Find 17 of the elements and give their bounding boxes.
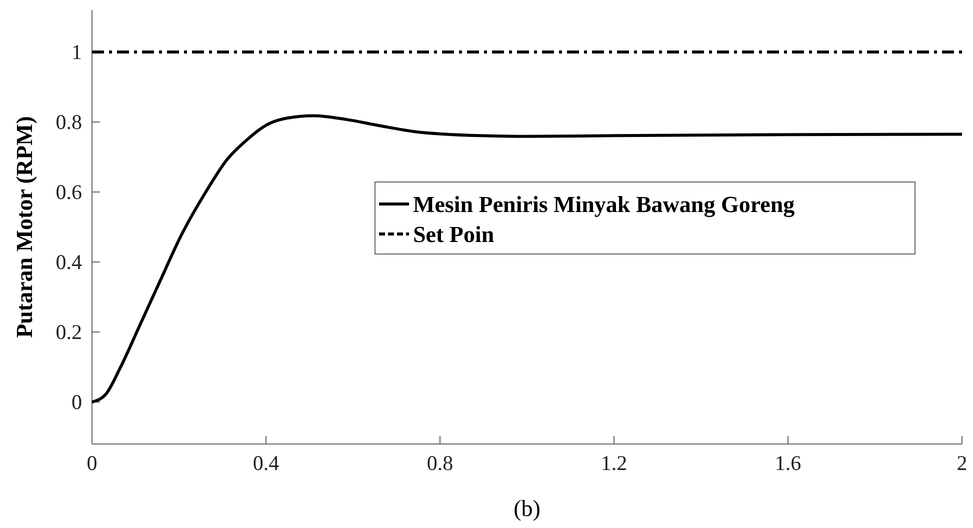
legend-label: Set Poin bbox=[413, 222, 494, 247]
line-series bbox=[90, 114, 964, 404]
legend-label: Mesin Peniris Minyak Bawang Goreng bbox=[413, 192, 796, 218]
x-tick-label: 0.8 bbox=[426, 451, 454, 475]
x-tick-label: 0.4 bbox=[252, 451, 280, 475]
y-tick-label: 1 bbox=[72, 40, 82, 64]
y-tick-label: 0.2 bbox=[56, 320, 82, 344]
x-tick-label: 0 bbox=[86, 451, 98, 475]
x-tick-label: 2 bbox=[956, 451, 968, 475]
y-tick-label: 0.6 bbox=[56, 180, 82, 204]
y-tick-label: 0.4 bbox=[56, 250, 82, 274]
y-tick-label: 0 bbox=[72, 390, 82, 414]
x-tick-label: 1.6 bbox=[774, 451, 802, 475]
text: (b) bbox=[514, 496, 540, 521]
y-tick-label: 0.8 bbox=[56, 110, 82, 134]
y-axis-title: Putaran Motor (RPM) bbox=[12, 116, 37, 338]
x-tick-label: 1.2 bbox=[600, 451, 628, 475]
